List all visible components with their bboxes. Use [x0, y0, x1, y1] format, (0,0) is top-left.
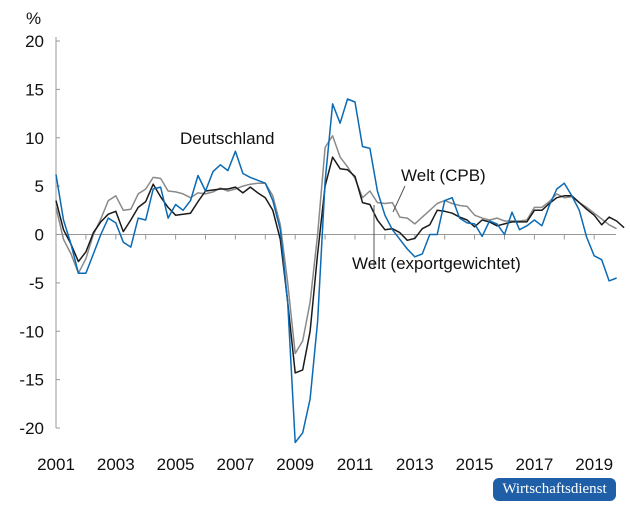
- x-tick-label: 2009: [276, 455, 314, 474]
- x-tick-label: 2019: [575, 455, 613, 474]
- label-deutschland: Deutschland: [180, 129, 275, 148]
- x-tick-label: 2013: [396, 455, 434, 474]
- y-tick-label: 5: [35, 177, 44, 196]
- y-tick-label: -20: [19, 419, 44, 438]
- x-tick-label: 2005: [157, 455, 195, 474]
- x-tick-label: 2007: [216, 455, 254, 474]
- welt-cpb-leader-line: [392, 185, 406, 213]
- y-tick-label: -5: [29, 274, 44, 293]
- x-tick-label: 2011: [337, 455, 374, 474]
- series-line-deutschland: [55, 98, 617, 444]
- label-welt-cpb: Welt (CPB): [401, 166, 486, 185]
- y-tick-label: 15: [25, 80, 44, 99]
- series-line-welt-cpb: [55, 135, 617, 355]
- y-tick-label: 20: [25, 32, 44, 51]
- x-tick-label: 2015: [456, 455, 494, 474]
- series-line-welt-exportgewichtet: [55, 156, 625, 374]
- y-axis-unit: %: [26, 9, 41, 28]
- x-tick-label: 2017: [515, 455, 553, 474]
- x-tick-label: 2001: [37, 455, 75, 474]
- y-tick-label: -15: [19, 371, 44, 390]
- y-tick-label: 0: [35, 226, 44, 245]
- y-tick-label: -10: [19, 322, 44, 341]
- y-tick-label: 10: [25, 129, 44, 148]
- x-tick-label: 2003: [97, 455, 135, 474]
- wirtschaftsdienst-logo: Wirtschaftsdienst: [493, 478, 616, 501]
- label-welt-export: Welt (exportgewichtet): [352, 254, 521, 273]
